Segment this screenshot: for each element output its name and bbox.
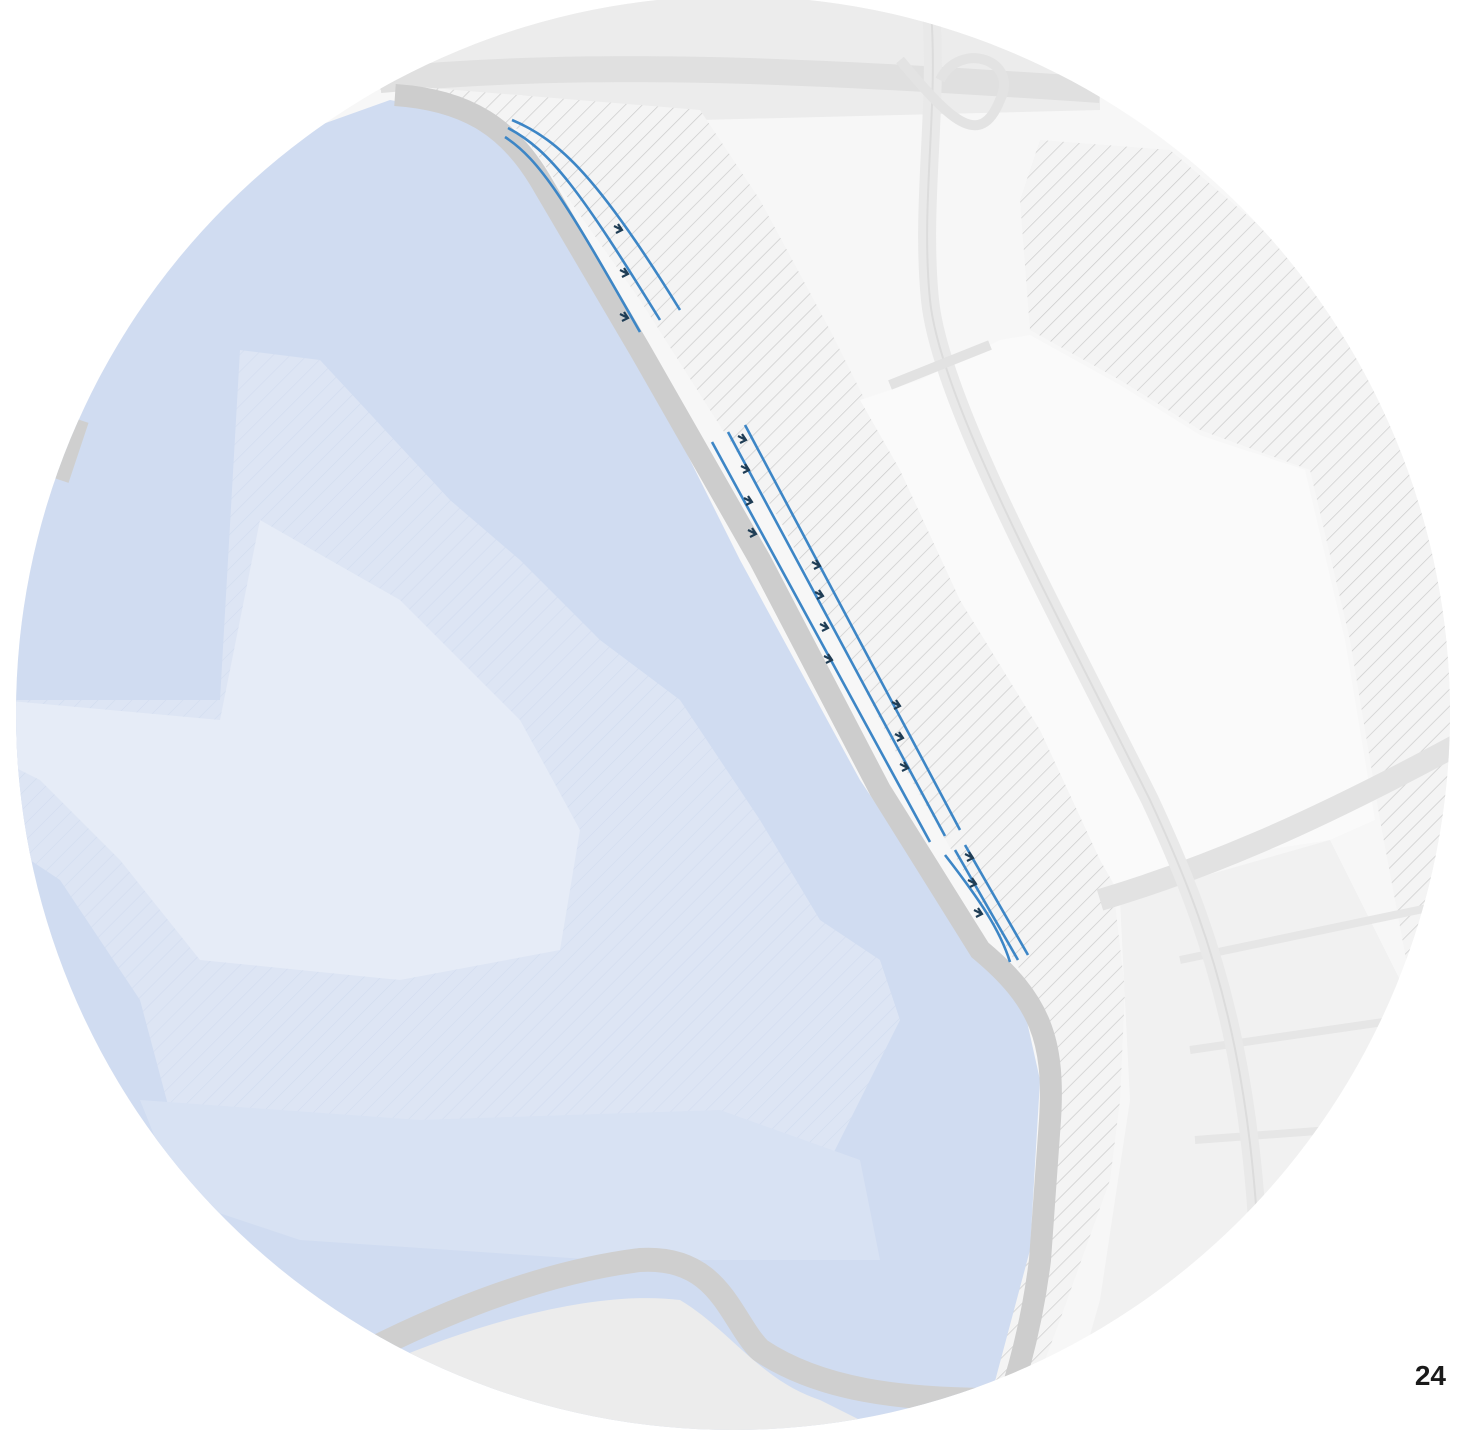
- arrow-right-icon: [737, 433, 748, 444]
- arrow-right-icon: [743, 495, 754, 506]
- highway-north: [378, 56, 1101, 103]
- embankment-west-edge: [51, 417, 89, 483]
- arrow-right-icon: [894, 731, 905, 742]
- arrow-right-icon: [747, 527, 758, 538]
- arrow-right-icon: [819, 621, 830, 632]
- hatched-bank: [395, 85, 1125, 1430]
- arrow-right-icon: [823, 653, 834, 664]
- interchange-ramp: [896, 53, 1009, 131]
- page-number: 24: [1414, 1360, 1446, 1391]
- arrow-right-icon: [814, 589, 825, 600]
- arrow-right-icon: [973, 907, 984, 918]
- arrow-right-icon: [967, 877, 978, 888]
- flow-arrows-middle: [737, 433, 910, 772]
- arrow-right-icon: [740, 463, 751, 474]
- flow-lines-south: [943, 844, 1030, 963]
- arrow-right-icon: [619, 311, 630, 322]
- embankment-east: [394, 84, 1062, 1430]
- road-spur-west: [888, 340, 992, 390]
- arrow-right-icon: [619, 267, 630, 278]
- arrow-right-icon: [899, 761, 910, 772]
- arrow-right-icon: [891, 699, 902, 710]
- flow-lines-north: [504, 118, 682, 333]
- highway-north-south-edge: [926, 0, 1263, 1430]
- arrow-right-icon: [811, 559, 822, 570]
- flow-arrows-south: [964, 851, 984, 918]
- arrow-right-icon: [613, 223, 624, 234]
- road-southeast-1: [1179, 896, 1450, 964]
- flow-arrows-north: [613, 223, 630, 322]
- water-mid-zone: [140, 1100, 880, 1260]
- water-light-zone: [16, 520, 580, 980]
- arrow-right-icon: [964, 851, 975, 862]
- road-east-west: [1096, 730, 1450, 911]
- embankment-south: [364, 1247, 1001, 1412]
